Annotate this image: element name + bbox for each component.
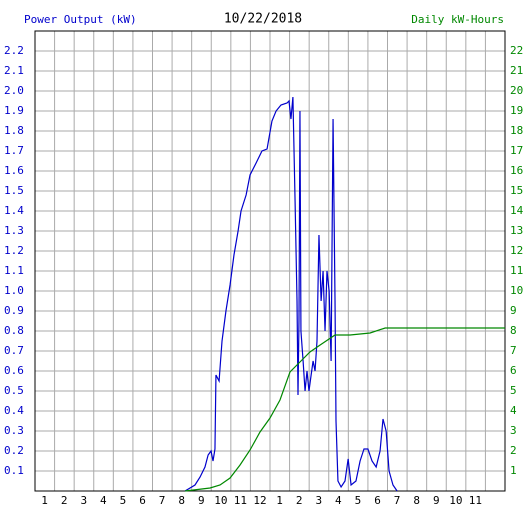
y2-tick-label: 15 — [510, 184, 523, 197]
y-tick-label: 0.6 — [4, 364, 24, 377]
x-tick-label: 1 — [276, 494, 283, 507]
x-tick-label: 10 — [449, 494, 462, 507]
y-tick-label: 1.6 — [4, 164, 24, 177]
x-tick-label: 7 — [159, 494, 166, 507]
y-tick-label: 1.4 — [4, 204, 24, 217]
y-tick-label: 2.2 — [4, 44, 24, 57]
y2-tick-label: 19 — [510, 104, 523, 117]
x-tick-label: 11 — [469, 494, 482, 507]
y-tick-label: 1.0 — [4, 284, 24, 297]
y-tick-label: 0.5 — [4, 384, 24, 397]
y-tick-label: 1.8 — [4, 124, 24, 137]
y2-tick-label: 21 — [510, 64, 523, 77]
y2-tick-label: 16 — [510, 164, 523, 177]
series-line — [184, 327, 505, 492]
y-tick-label: 0.3 — [4, 424, 24, 437]
x-tick-label: 2 — [296, 494, 303, 507]
y-tick-label: 0.1 — [4, 464, 24, 477]
y2-tick-label: 6 — [510, 364, 517, 377]
x-tick-label: 9 — [433, 494, 440, 507]
y2-tick-label: 20 — [510, 84, 523, 97]
y-tick-label: 1.5 — [4, 184, 24, 197]
y2-tick-label: 3 — [510, 424, 517, 437]
x-tick-label: 8 — [178, 494, 185, 507]
x-tick-label: 3 — [80, 494, 87, 507]
y2-tick-label: 5 — [510, 384, 517, 397]
y2-tick-label: 7 — [510, 344, 517, 357]
y-tick-label: 1.1 — [4, 264, 24, 277]
plot-border — [34, 30, 506, 492]
y-tick-label: 2.1 — [4, 64, 24, 77]
y-tick-label: 1.9 — [4, 104, 24, 117]
y2-tick-label: 8 — [510, 324, 517, 337]
x-tick-label: 5 — [355, 494, 362, 507]
x-tick-label: 11 — [234, 494, 247, 507]
y2-tick-label: 12 — [510, 244, 523, 257]
y2-tick-label: 13 — [510, 224, 523, 237]
y2-tick-label: 1 — [510, 464, 517, 477]
y-tick-label: 2.0 — [4, 84, 24, 97]
y-axis-title: Power Output (kW) — [24, 13, 137, 26]
y2-tick-label: 14 — [510, 204, 524, 217]
y2-tick-label: 17 — [510, 144, 523, 157]
y-tick-label: 0.4 — [4, 404, 24, 417]
x-tick-label: 6 — [139, 494, 146, 507]
y2-tick-label: 4 — [510, 404, 517, 417]
x-tick-label: 2 — [61, 494, 68, 507]
y2-tick-label: 18 — [510, 124, 523, 137]
y2-tick-label: 2 — [510, 444, 517, 457]
y2-tick-label: 11 — [510, 264, 523, 277]
y-tick-label: 1.3 — [4, 224, 24, 237]
y-tick-label: 0.7 — [4, 344, 24, 357]
y-tick-label: 0.8 — [4, 324, 24, 337]
y-tick-label: 0.2 — [4, 444, 24, 457]
x-tick-label: 4 — [335, 494, 342, 507]
y2-tick-label: 9 — [510, 304, 517, 317]
chart-title: 10/22/2018 — [224, 12, 302, 27]
y2-tick-label: 10 — [510, 284, 523, 297]
y2-axis-title: Daily kW-Hours — [411, 13, 504, 26]
x-tick-label: 4 — [100, 494, 107, 507]
x-tick-label: 3 — [315, 494, 322, 507]
x-tick-label: 9 — [198, 494, 205, 507]
x-tick-label: 5 — [120, 494, 127, 507]
series-line — [184, 96, 398, 492]
x-tick-label: 6 — [374, 494, 381, 507]
y2-tick-label: 22 — [510, 44, 523, 57]
y-tick-label: 0.9 — [4, 304, 24, 317]
y-tick-label: 1.2 — [4, 244, 24, 257]
y-tick-label: 1.7 — [4, 144, 24, 157]
x-tick-label: 10 — [214, 494, 227, 507]
x-tick-label: 12 — [253, 494, 266, 507]
x-tick-label: 1 — [41, 494, 48, 507]
x-tick-label: 8 — [413, 494, 420, 507]
x-tick-label: 7 — [394, 494, 401, 507]
